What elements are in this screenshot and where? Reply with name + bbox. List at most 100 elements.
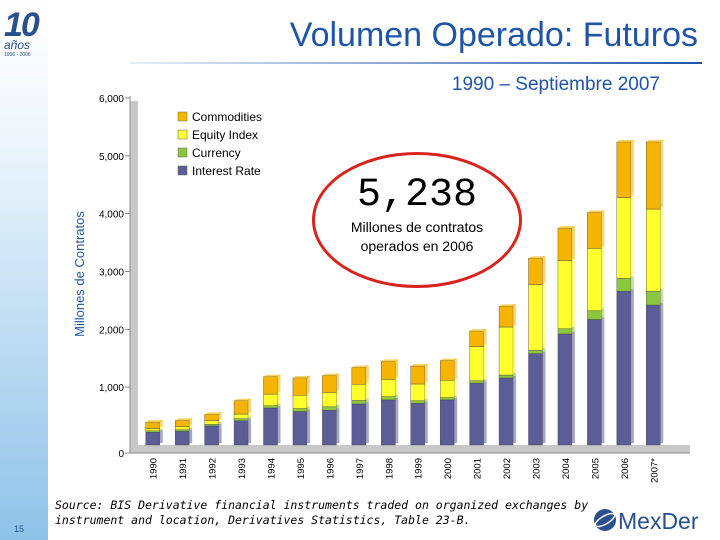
bar-segment-side: [542, 256, 546, 283]
bar-segment-side: [660, 289, 664, 304]
bar-segment-side: [483, 381, 487, 443]
legend-swatch-equity-index: [177, 129, 188, 140]
bar-segment-equity-index: [528, 284, 543, 351]
logo-number: 10: [4, 6, 40, 44]
bar-segment-interest-rate: [616, 290, 632, 446]
bar-segment-interest-rate: [263, 407, 278, 446]
bar-segment-side: [248, 398, 252, 413]
bar-segment-currency: [263, 405, 278, 409]
legend-label: Commodities: [192, 110, 262, 124]
bar-segment-interest-rate: [174, 430, 190, 446]
bar-segment-side: [601, 210, 605, 247]
bar-segment-side: [365, 398, 369, 402]
bar-segment-side: [601, 246, 605, 309]
bar-segment-equity-index: [616, 197, 632, 279]
legend-swatch-currency: [177, 147, 188, 158]
bar-segment-side: [277, 403, 281, 406]
bar-segment-side: [248, 412, 252, 417]
bar-segment-side: [454, 378, 458, 396]
bar-segment-side: [336, 408, 340, 443]
bar-segment-side: [542, 351, 546, 443]
bars: [145, 139, 664, 446]
bar-segment-equity-index: [322, 392, 337, 408]
bar-segment-side: [306, 393, 310, 407]
bar-segment-side: [189, 429, 193, 443]
bar-segment-interest-rate: [410, 403, 425, 446]
bar-stack-2001: [469, 329, 487, 446]
bar-top: [204, 412, 222, 415]
y-ticks: 0 1,000 2,000 3,000 4,000 5,000 6,000: [99, 94, 130, 460]
y-tick-label: 4,000: [99, 210, 124, 221]
bar-top: [469, 329, 487, 332]
bar-segment-equity-index: [410, 383, 425, 401]
bar-segment-side: [660, 303, 664, 443]
bar-segment-equity-index: [145, 428, 160, 432]
bar-segment-side: [365, 401, 369, 443]
bar-segment-equity-index: [351, 384, 367, 401]
bar-segment-side: [454, 395, 458, 398]
bar-segment-commodities: [263, 376, 278, 395]
bar-segment-side: [424, 364, 428, 382]
bar-segment-side: [660, 207, 664, 290]
bar-segment-side: [601, 317, 605, 443]
bar-segment-side: [630, 276, 634, 290]
bar-stack-1997: [351, 365, 369, 446]
bar-top: [292, 375, 310, 378]
bar-segment-side: [159, 426, 163, 429]
bar-segment-side: [277, 392, 281, 404]
bar-stack-1998: [381, 359, 399, 446]
bar-segment-interest-rate: [351, 403, 367, 446]
bar-segment-side: [306, 375, 310, 394]
bar-segment-currency: [174, 429, 190, 432]
bar-segment-side: [336, 390, 340, 405]
bar-segment-commodities: [469, 330, 484, 347]
bar-segment-side: [365, 365, 369, 383]
bar-segment-commodities: [322, 375, 337, 393]
x-tick-label: 1998: [384, 458, 395, 479]
bar-segment-interest-rate: [292, 411, 308, 446]
bar-top: [381, 359, 399, 362]
bar-segment-side: [248, 416, 252, 419]
bar-segment-interest-rate: [204, 425, 219, 446]
bar-segment-side: [395, 397, 399, 443]
bar-segment-commodities: [174, 420, 190, 427]
bar-segment-interest-rate: [498, 377, 514, 446]
bar-segment-currency: [557, 328, 573, 335]
bar-segment-commodities: [557, 227, 573, 261]
bar-segment-commodities: [439, 360, 455, 381]
bar-stack-1990: [145, 420, 163, 446]
bar-segment-side: [306, 409, 310, 443]
bar-top: [263, 374, 281, 377]
bar-segment-side: [159, 430, 163, 443]
bar-segment-side: [454, 358, 458, 379]
x-tick-label: 1999: [414, 458, 425, 479]
bar-segment-commodities: [292, 377, 308, 396]
bar-segment-commodities: [616, 141, 632, 198]
bar-segment-equity-index: [204, 420, 219, 425]
bar-segment-side: [248, 418, 252, 443]
bar-top: [322, 373, 340, 376]
bar-top: [351, 365, 369, 368]
bar-segment-currency: [233, 418, 249, 421]
bar-segment-interest-rate: [646, 304, 661, 446]
bar-segment-currency: [498, 374, 514, 379]
bar-top: [616, 139, 634, 142]
bar-segment-side: [365, 382, 369, 399]
bar-segment-side: [395, 377, 399, 395]
bar-segment-interest-rate: [322, 410, 337, 446]
x-tick-label: 2005: [590, 458, 601, 479]
bar-stack-1991: [174, 418, 193, 446]
legend-swatch-commodities: [177, 111, 188, 122]
bar-segment-side: [542, 282, 546, 349]
bar-segment-currency: [587, 310, 602, 320]
bar-segment-interest-rate: [233, 420, 249, 446]
x-tick-label: 2004: [561, 458, 572, 479]
bar-segment-currency: [351, 400, 367, 405]
y-tick-label: 1,000: [99, 383, 124, 394]
x-tick-label: 2007*: [649, 458, 660, 483]
bar-stack-2006: [616, 139, 634, 446]
bar-segment-side: [218, 423, 222, 443]
bar-segment-equity-index: [174, 426, 190, 430]
bar-segment-side: [513, 375, 517, 443]
bar-segment-equity-index: [292, 395, 308, 409]
